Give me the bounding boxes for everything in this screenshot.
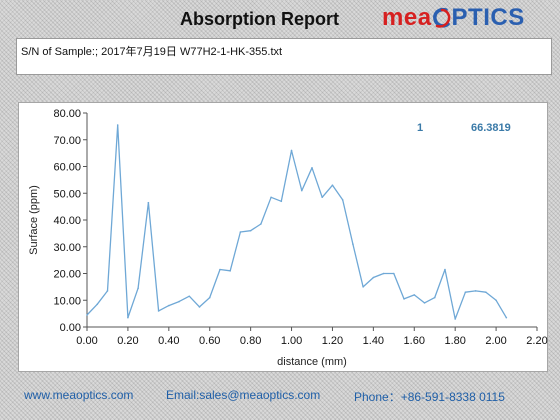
- data-point: [444, 268, 446, 271]
- data-point: [331, 184, 334, 187]
- x-tick-label: 2.00: [485, 335, 506, 347]
- data-point: [137, 287, 139, 290]
- data-point: [249, 229, 252, 232]
- y-tick-label: 40.00: [53, 215, 81, 227]
- data-point: [229, 270, 231, 272]
- y-tick-label: 50.00: [53, 188, 81, 200]
- data-point: [280, 200, 283, 203]
- data-point: [372, 276, 375, 279]
- data-point: [474, 290, 477, 292]
- chart-ticks: 0.0010.0020.0030.0040.0050.0060.0070.008…: [53, 108, 547, 347]
- footer-website[interactable]: www.meaoptics.com: [24, 388, 134, 402]
- y-tick-label: 10.00: [53, 295, 81, 307]
- data-point: [157, 310, 160, 312]
- data-point: [86, 314, 88, 316]
- y-tick-label: 80.00: [53, 108, 81, 120]
- y-axis-label: Surface (ppm): [28, 185, 40, 255]
- data-point: [270, 196, 272, 199]
- data-point: [321, 196, 324, 199]
- cursor-value: 66.3819: [471, 122, 511, 134]
- x-tick-label: 1.40: [363, 335, 384, 347]
- logo-text-ptics: PTICS: [451, 4, 525, 31]
- data-point: [198, 306, 201, 308]
- data-point: [188, 295, 191, 298]
- x-tick-label: 0.20: [117, 335, 138, 347]
- meaoptics-logo: mea PTICS: [382, 2, 525, 34]
- series-line: [86, 124, 507, 320]
- cursor-label: 1: [417, 122, 423, 134]
- chart-panel: 0.00 10.00 20.00 30.00 40.00 50.00 60.00 70.00 8…: [18, 102, 548, 372]
- chart-axes: [86, 113, 537, 328]
- x-tick-label: 0.00: [76, 335, 97, 347]
- data-point: [96, 303, 99, 306]
- footer: www.meaoptics.com Email:sales@meaoptics.…: [0, 384, 560, 406]
- y-tick-label: 60.00: [53, 162, 81, 174]
- data-point: [464, 291, 467, 294]
- x-tick-label: 0.60: [199, 335, 220, 347]
- data-point: [413, 294, 416, 296]
- data-point: [178, 300, 180, 303]
- x-axis-label: distance (mm): [277, 356, 347, 368]
- data-point: [239, 231, 242, 233]
- y-tick-label: 20.00: [53, 269, 81, 281]
- data-point: [341, 199, 344, 201]
- data-point: [106, 290, 109, 292]
- x-tick-label: 0.40: [158, 335, 179, 347]
- sample-info-box: S/N of Sample:; 2017年7月19日 W77H2-1-HK-35…: [16, 38, 552, 75]
- data-point: [300, 189, 303, 192]
- data-point: [382, 272, 385, 275]
- absorption-chart: 0.0010.0020.0030.0040.0050.0060.0070.008…: [28, 108, 548, 368]
- x-tick-label: 1.20: [322, 335, 343, 347]
- data-point: [208, 296, 211, 299]
- report-header: Absorption Report mea PTICS: [0, 0, 560, 38]
- data-point: [454, 318, 456, 320]
- data-point: [485, 291, 487, 294]
- x-tick-label: 1.60: [404, 335, 425, 347]
- data-point: [168, 304, 170, 307]
- data-point: [311, 167, 313, 169]
- data-point: [495, 299, 497, 302]
- data-point: [362, 286, 364, 288]
- chart-plot: [86, 124, 508, 320]
- footer-email[interactable]: Email:sales@meaoptics.com: [166, 388, 321, 402]
- data-point: [290, 149, 293, 152]
- x-tick-label: 1.80: [444, 335, 465, 347]
- data-point: [127, 316, 129, 319]
- x-tick-label: 0.80: [240, 335, 261, 347]
- logo-o-icon: [432, 7, 451, 29]
- data-point: [116, 124, 119, 126]
- data-point: [403, 298, 405, 300]
- data-point: [393, 272, 395, 275]
- data-point: [423, 302, 426, 304]
- data-point: [260, 223, 262, 225]
- footer-phone: Phone：+86-591-8338 0115: [354, 390, 505, 404]
- data-point: [505, 316, 508, 319]
- data-point: [352, 243, 354, 245]
- logo-text-mea: mea: [382, 4, 432, 31]
- y-tick-label: 0.00: [60, 322, 81, 334]
- report-title: Absorption Report: [180, 9, 339, 29]
- data-point: [219, 268, 221, 271]
- x-tick-label: 1.00: [281, 335, 302, 347]
- y-tick-label: 30.00: [53, 242, 81, 254]
- data-point: [147, 201, 150, 204]
- x-tick-label: 2.20: [526, 335, 547, 347]
- data-point: [433, 296, 436, 299]
- y-tick-label: 70.00: [53, 135, 81, 147]
- sample-info-text: S/N of Sample:; 2017年7月19日 W77H2-1-HK-35…: [21, 46, 283, 58]
